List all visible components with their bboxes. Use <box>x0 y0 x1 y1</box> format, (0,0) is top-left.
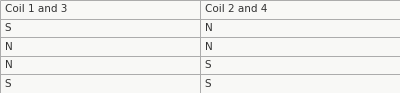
Text: N: N <box>5 41 12 52</box>
Text: S: S <box>5 79 12 89</box>
Text: S: S <box>205 60 212 70</box>
Text: Coil 2 and 4: Coil 2 and 4 <box>205 4 267 14</box>
Text: N: N <box>205 41 212 52</box>
Text: N: N <box>205 23 212 33</box>
Text: N: N <box>5 60 12 70</box>
Text: S: S <box>5 23 12 33</box>
Text: Coil 1 and 3: Coil 1 and 3 <box>5 4 67 14</box>
Text: S: S <box>205 79 212 89</box>
